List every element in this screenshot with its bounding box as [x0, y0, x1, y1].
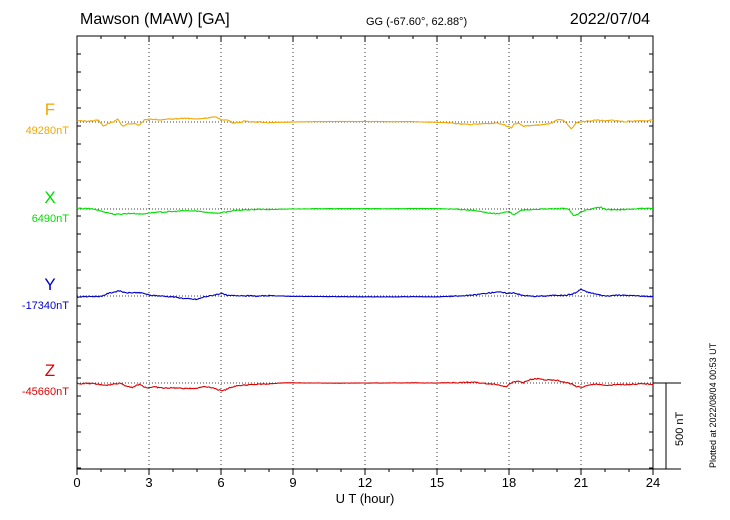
- x-tick-label: 3: [145, 475, 152, 490]
- x-axis-label: U T (hour): [336, 491, 395, 506]
- scale-bar: 500 nT: [653, 382, 686, 470]
- x-tick-label: 18: [502, 475, 516, 490]
- series-line-x: [76, 206, 654, 217]
- x-tick-label: 24: [646, 475, 660, 490]
- series-line-f: [76, 116, 654, 130]
- series-line-z: [76, 377, 654, 392]
- series-labels: F 49280nT X 6490nT Y -17340nT Z -45660nT: [22, 100, 69, 398]
- series-baseline-label-f: 49280nT: [26, 125, 70, 137]
- x-tick-label: 21: [574, 475, 588, 490]
- x-tick-label: 12: [358, 475, 372, 490]
- series-name-z: Z: [45, 361, 55, 380]
- scale-bar-label: 500 nT: [674, 411, 686, 446]
- x-axis: 0 3 6 9 12 15 18 21 24: [73, 36, 660, 490]
- date-label: 2022/07/04: [570, 11, 650, 28]
- series-baseline-label-x: 6490nT: [32, 213, 70, 225]
- series-baseline-label-y: -17340nT: [22, 300, 69, 312]
- grid: [148, 36, 582, 469]
- plotted-at-note: Plotted at 2022/08/04 00:53 UT: [708, 342, 718, 468]
- station-title: Mawson (MAW) [GA]: [80, 11, 230, 28]
- series-baseline-label-z: -45660nT: [22, 386, 69, 398]
- coords-label: GG (-67.60°, 62.88°): [366, 16, 467, 28]
- x-tick-label: 0: [73, 475, 80, 490]
- x-tick-label: 9: [289, 475, 296, 490]
- x-tick-label: 15: [430, 475, 444, 490]
- series-lines: [76, 116, 654, 392]
- series-name-y: Y: [44, 275, 55, 294]
- x-tick-label: 6: [217, 475, 224, 490]
- series-line-y: [76, 288, 654, 301]
- series-name-x: X: [44, 188, 55, 207]
- series-name-f: F: [45, 100, 55, 119]
